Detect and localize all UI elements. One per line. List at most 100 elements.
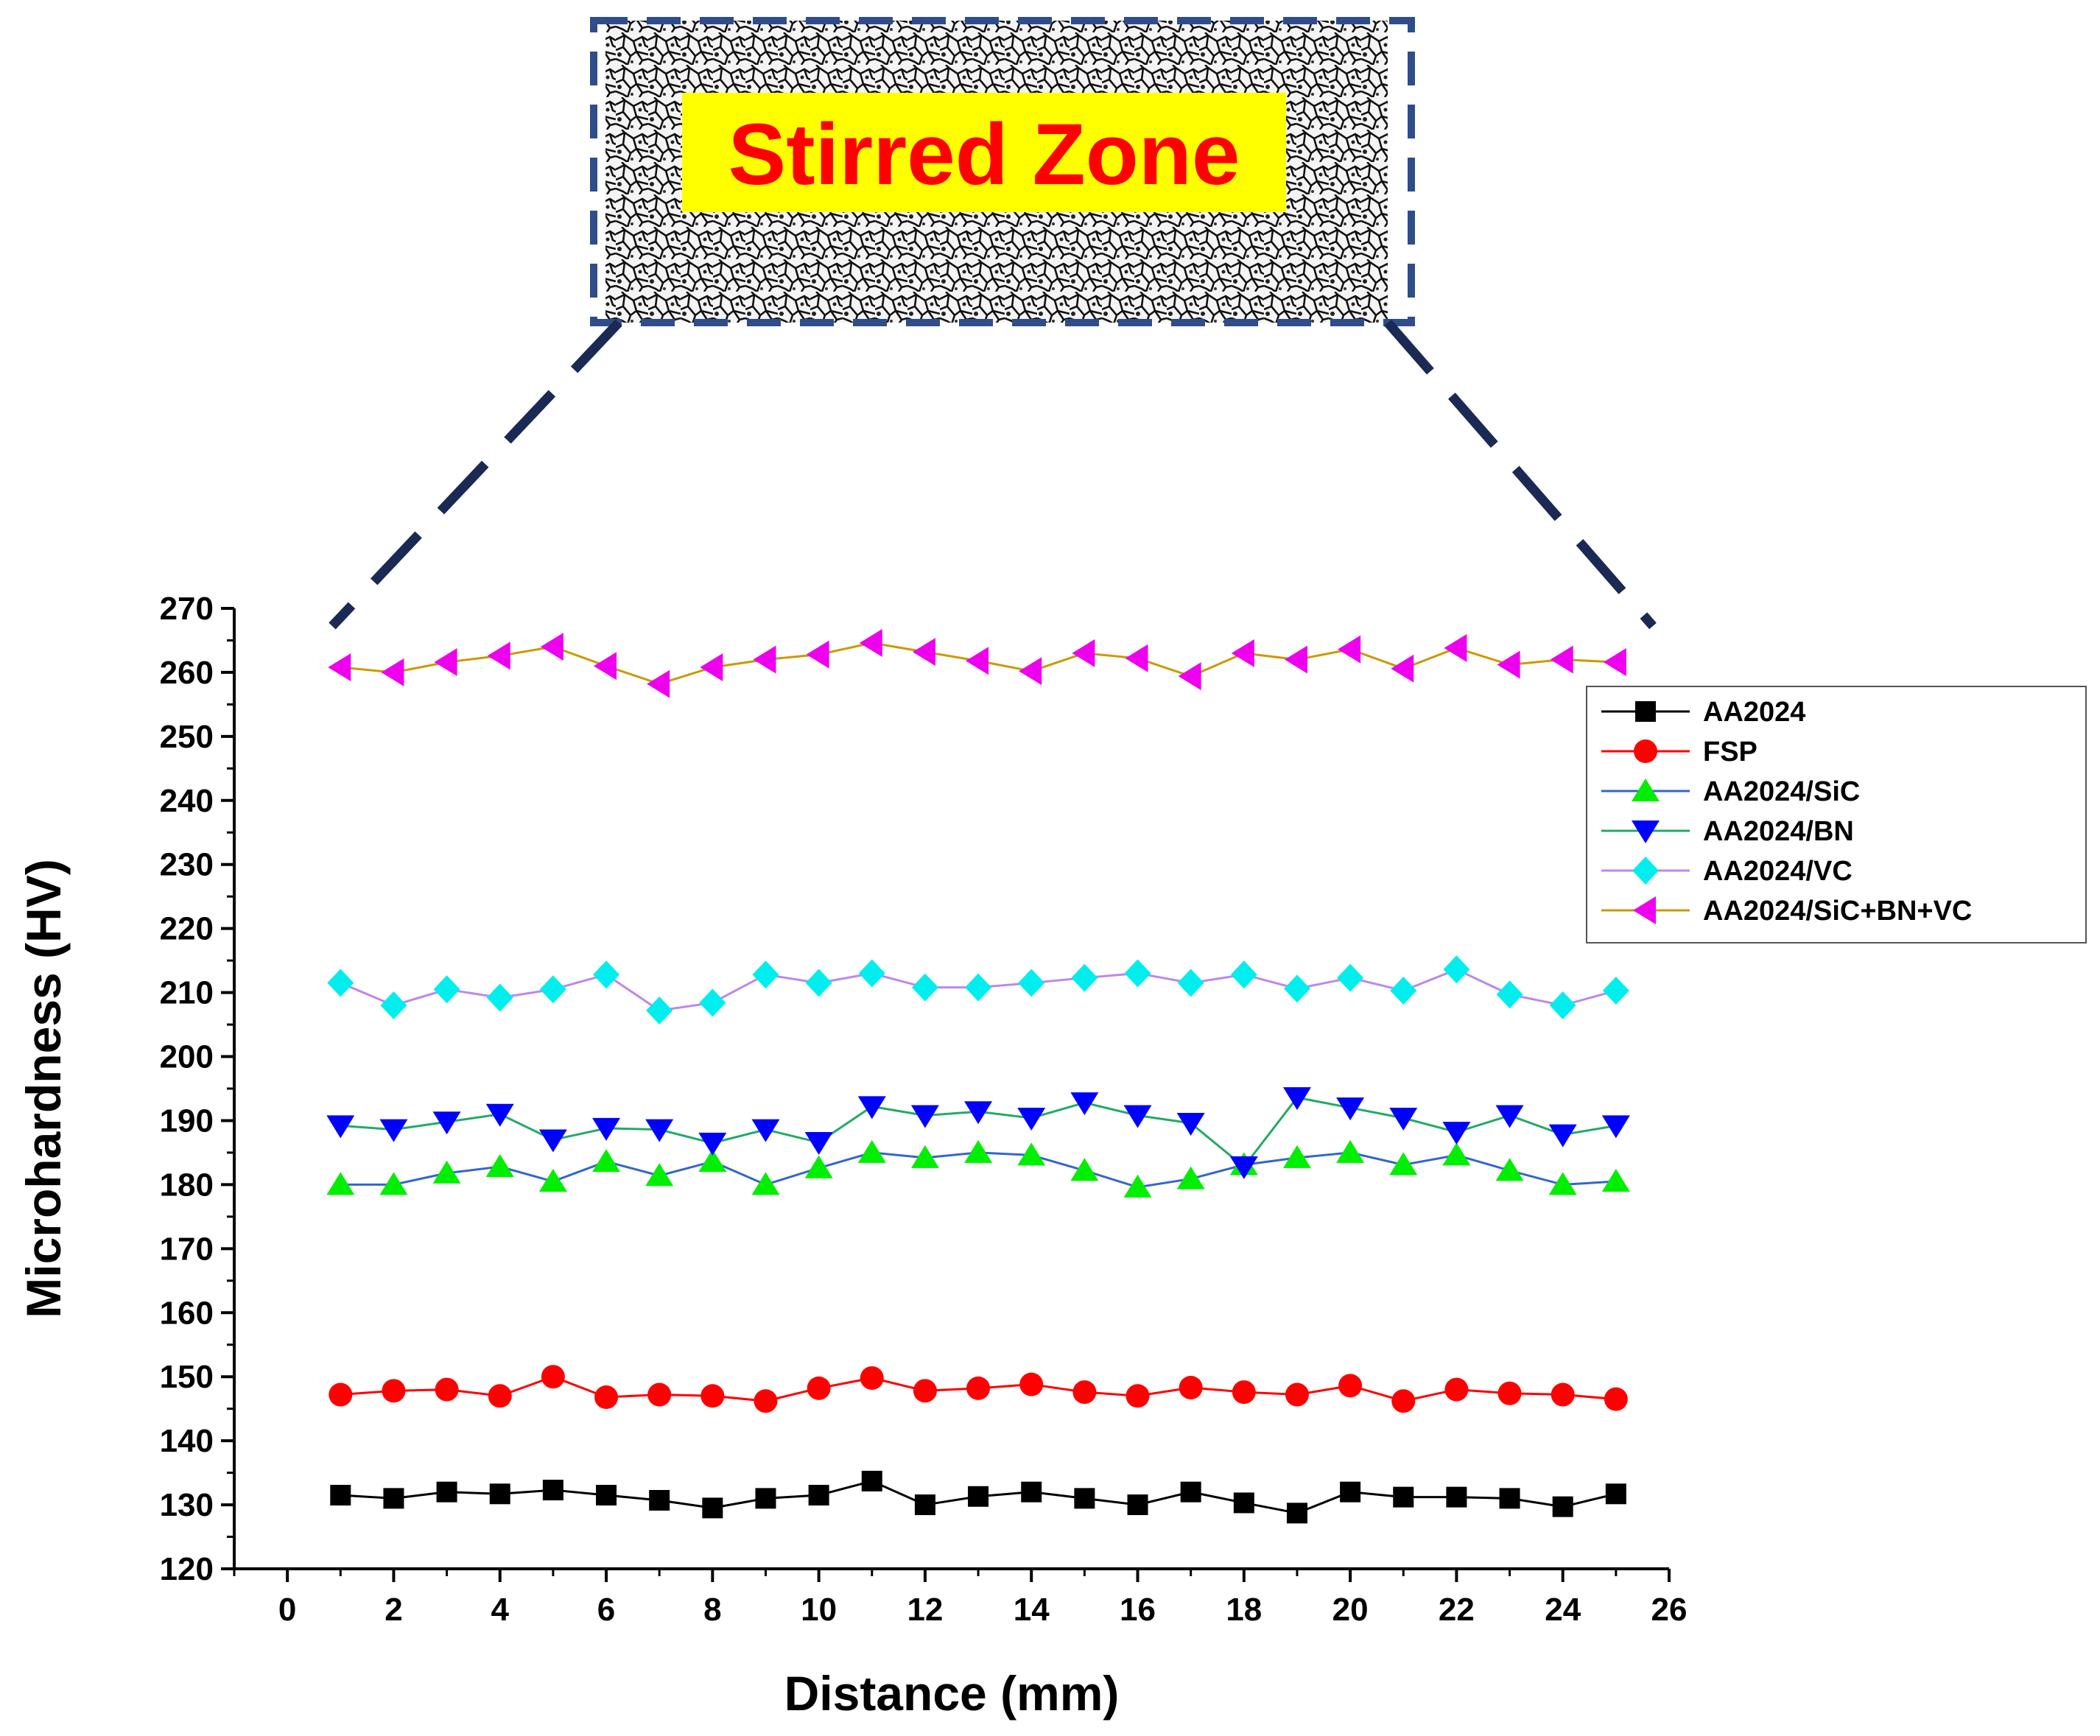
series-fsp bbox=[329, 1365, 1628, 1413]
data-point-aa2024-bn bbox=[538, 1129, 567, 1153]
x-tick-label: 14 bbox=[1014, 1592, 1050, 1628]
data-point-aa2024-vc bbox=[539, 975, 566, 1004]
data-point-aa2024-vc bbox=[1124, 959, 1151, 988]
data-point-aa2024-vc bbox=[1230, 960, 1257, 989]
data-point-fsp bbox=[1604, 1387, 1628, 1411]
connector-line-left bbox=[329, 319, 622, 630]
data-point-aa2024-sic-bn-vc bbox=[1019, 657, 1042, 686]
data-point-fsp bbox=[700, 1384, 725, 1408]
data-point-fsp bbox=[1444, 1377, 1469, 1402]
y-tick-label: 160 bbox=[160, 1295, 214, 1331]
legend-label: AA2024/SiC bbox=[1703, 776, 1860, 807]
data-point-aa2024 bbox=[330, 1485, 351, 1506]
data-point-aa2024-bn bbox=[1601, 1115, 1630, 1139]
data-point-aa2024 bbox=[1393, 1486, 1414, 1508]
data-point-aa2024-sic bbox=[432, 1160, 461, 1184]
data-point-aa2024-sic-bn-vc bbox=[912, 638, 935, 667]
data-point-aa2024-sic bbox=[1336, 1139, 1365, 1163]
data-point-aa2024-sic bbox=[592, 1149, 621, 1173]
series-aa2024 bbox=[330, 1470, 1626, 1524]
data-point-aa2024-sic-bn-vc bbox=[647, 670, 670, 698]
data-point-aa2024 bbox=[542, 1480, 563, 1501]
data-point-aa2024-vc bbox=[1390, 976, 1417, 1005]
data-point-aa2024-bn bbox=[964, 1101, 993, 1125]
data-point-aa2024-sic bbox=[1601, 1169, 1630, 1192]
data-point-fsp bbox=[860, 1366, 884, 1390]
legend-item-aa2024: AA2024 bbox=[1601, 697, 1805, 728]
data-point-aa2024-bn bbox=[592, 1117, 621, 1141]
data-point-aa2024-sic bbox=[1495, 1158, 1524, 1181]
data-point-aa2024-vc bbox=[1071, 963, 1098, 992]
connector-line-right bbox=[1384, 319, 1657, 630]
data-point-aa2024-sic bbox=[910, 1145, 939, 1168]
data-point-aa2024-vc bbox=[752, 960, 779, 989]
data-point-fsp bbox=[1391, 1389, 1416, 1413]
y-tick-label: 260 bbox=[160, 655, 214, 691]
data-point-fsp bbox=[1551, 1382, 1575, 1407]
legend-item-aa2024-sic-bn-vc: AA2024/SiC+BN+VC bbox=[1601, 896, 1972, 927]
data-point-fsp bbox=[754, 1389, 778, 1413]
y-tick-label: 170 bbox=[160, 1231, 214, 1267]
legend-marker bbox=[1635, 701, 1656, 722]
data-point-fsp bbox=[435, 1377, 459, 1402]
data-point-aa2024-vc bbox=[646, 996, 673, 1025]
x-tick-label: 20 bbox=[1332, 1592, 1369, 1628]
x-tick-label: 18 bbox=[1226, 1592, 1262, 1628]
legend-box bbox=[1586, 686, 2087, 943]
data-point-aa2024-sic-bn-vc bbox=[1550, 645, 1573, 674]
data-point-fsp bbox=[966, 1376, 991, 1400]
y-tick-label: 150 bbox=[160, 1359, 214, 1395]
data-point-aa2024-sic bbox=[1070, 1158, 1099, 1181]
y-tick-label: 200 bbox=[160, 1039, 214, 1075]
legend-item-aa2024-bn: AA2024/BN bbox=[1601, 816, 1854, 847]
data-point-aa2024 bbox=[1127, 1494, 1148, 1516]
data-point-aa2024 bbox=[914, 1494, 935, 1516]
data-point-aa2024-sic bbox=[379, 1172, 408, 1195]
data-point-aa2024-sic-bn-vc bbox=[966, 647, 989, 675]
legend-item-aa2024-sic: AA2024/SiC bbox=[1601, 776, 1860, 807]
data-point-aa2024 bbox=[596, 1485, 617, 1506]
data-point-fsp bbox=[1285, 1382, 1309, 1407]
data-point-fsp bbox=[1179, 1375, 1203, 1399]
x-tick-label: 12 bbox=[907, 1592, 943, 1628]
data-point-aa2024-vc bbox=[1283, 974, 1310, 1003]
x-tick-label: 4 bbox=[491, 1592, 509, 1628]
data-point-aa2024-sic-bn-vc bbox=[1178, 662, 1201, 691]
data-point-aa2024-sic bbox=[1176, 1166, 1205, 1189]
data-point-aa2024 bbox=[1074, 1488, 1095, 1509]
data-point-aa2024-vc bbox=[699, 988, 726, 1017]
data-point-aa2024 bbox=[1552, 1496, 1573, 1517]
data-point-fsp bbox=[913, 1379, 937, 1403]
data-point-aa2024-sic-bn-vc bbox=[594, 652, 617, 681]
data-point-fsp bbox=[1125, 1384, 1150, 1408]
data-point-fsp bbox=[1338, 1374, 1363, 1398]
data-point-aa2024-vc bbox=[858, 959, 885, 988]
data-point-aa2024-sic-bn-vc bbox=[700, 653, 723, 681]
y-tick-label: 130 bbox=[160, 1487, 214, 1523]
data-point-aa2024-vc bbox=[327, 969, 354, 997]
y-tick-label: 180 bbox=[160, 1167, 214, 1203]
y-tick-label: 230 bbox=[160, 847, 214, 883]
data-point-aa2024 bbox=[968, 1486, 989, 1507]
data-point-aa2024-sic-bn-vc bbox=[1125, 644, 1148, 672]
data-point-aa2024-sic bbox=[751, 1172, 780, 1195]
legend-marker bbox=[1633, 896, 1656, 924]
x-tick-label: 2 bbox=[384, 1592, 402, 1628]
data-point-fsp bbox=[1232, 1380, 1256, 1405]
data-point-aa2024-bn bbox=[1176, 1112, 1205, 1136]
data-point-aa2024-vc bbox=[911, 973, 938, 1002]
data-point-aa2024 bbox=[755, 1488, 776, 1509]
legend-marker bbox=[1634, 739, 1657, 763]
data-point-aa2024-vc bbox=[805, 969, 832, 997]
data-point-aa2024-bn bbox=[1070, 1092, 1099, 1116]
x-axis-title: Distance (mm) bbox=[784, 1666, 1120, 1721]
x-tick-label: 24 bbox=[1545, 1592, 1581, 1628]
data-point-aa2024-sic bbox=[1548, 1172, 1577, 1195]
data-point-aa2024 bbox=[489, 1483, 510, 1505]
data-point-aa2024 bbox=[1286, 1503, 1307, 1524]
data-point-aa2024-bn bbox=[379, 1119, 408, 1142]
data-point-aa2024-sic bbox=[326, 1172, 355, 1195]
data-point-aa2024-vc bbox=[1337, 963, 1364, 992]
inset-frame bbox=[590, 17, 1415, 326]
